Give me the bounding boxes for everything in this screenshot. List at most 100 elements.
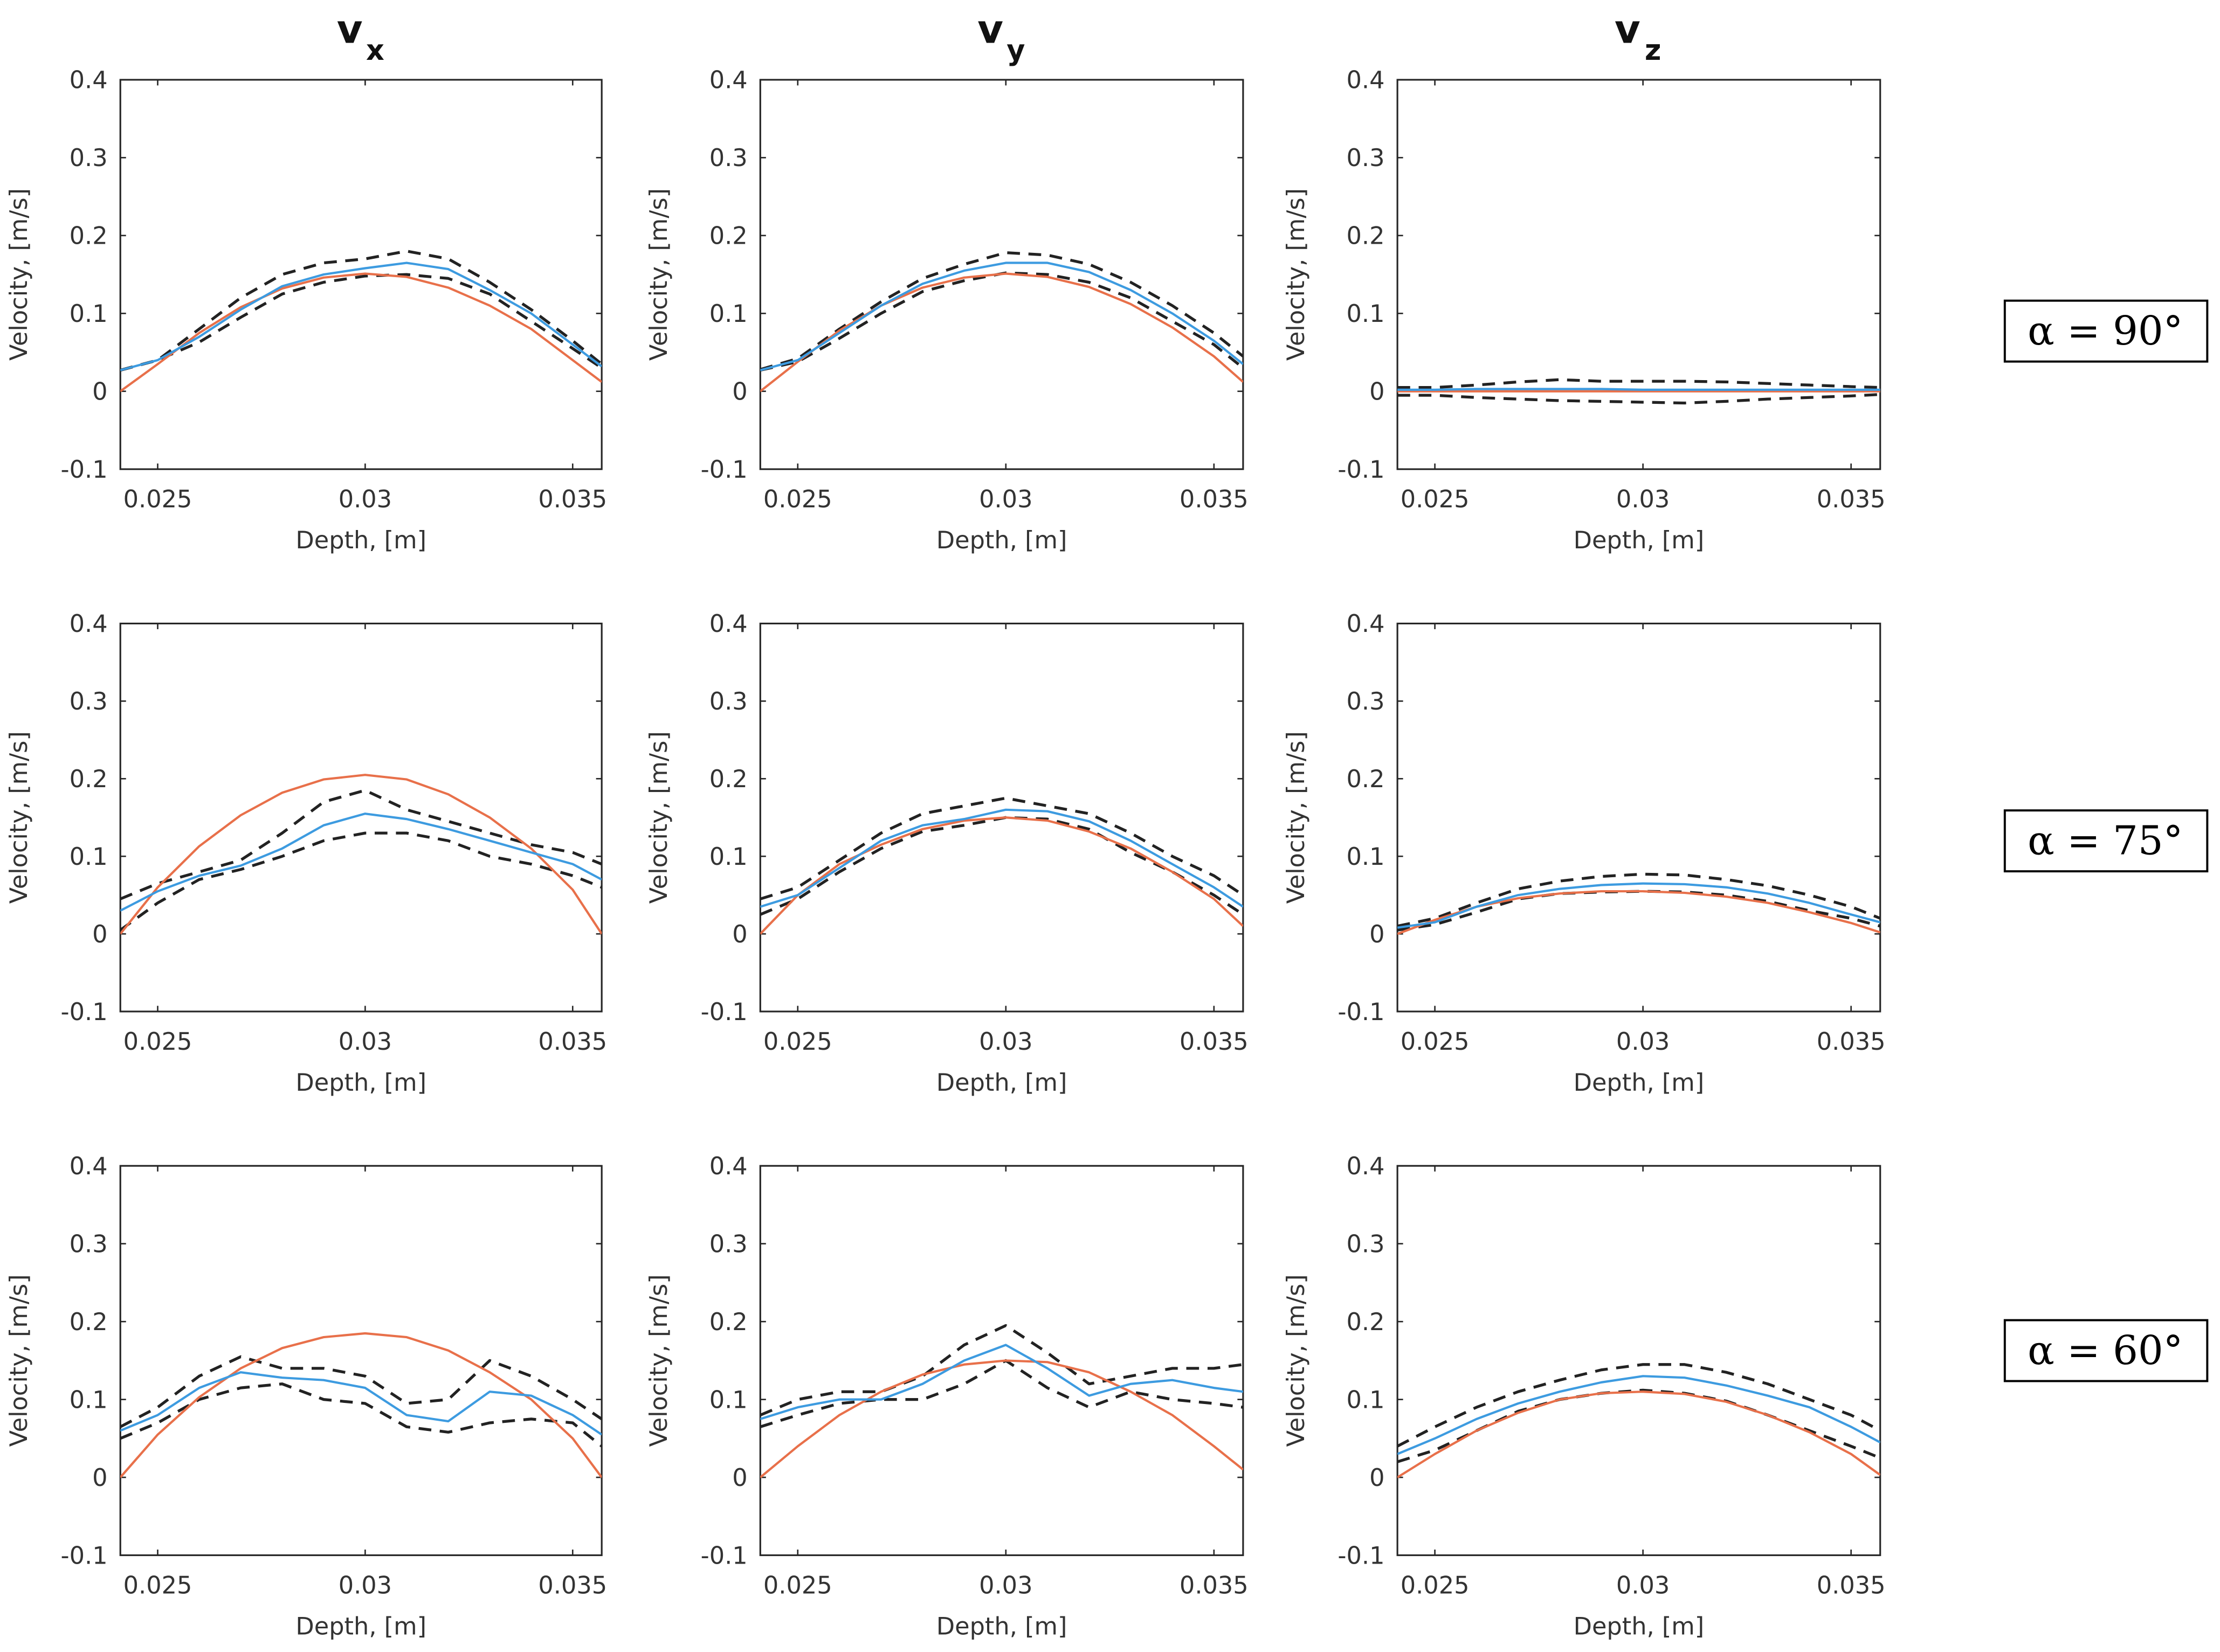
series-line-mean [1397,882,1880,929]
x-axis-label: Depth, [m] [1574,526,1705,554]
y-tick-label: 0.3 [709,144,748,172]
y-tick-label: 0 [92,1464,107,1492]
y-tick-label: 0 [1369,920,1384,948]
y-axis-label: Velocity, [m/s] [5,731,33,904]
y-tick-label: 0.2 [1347,1308,1385,1336]
subplot-r2-c1: -0.1 0 0.1 0.2 0.3 0.4 0.025 0.03 0.035 Depth, [m… [5,610,607,1097]
y-tick-label: 0.2 [709,222,748,250]
x-tick-label: 0.03 [339,1571,392,1599]
x-tick-label: 0.035 [1180,1028,1249,1056]
axes-box [119,622,603,1013]
y-tick-label: 0.1 [709,843,748,871]
row-label-box: α = 60° [2003,1319,2209,1382]
series-line-mean [760,1344,1243,1420]
row-label-frame [2003,809,2209,873]
x-tick-label: 0.035 [1180,1571,1249,1599]
series-line-mean [760,261,1243,371]
series-line-theory [760,272,1243,393]
row-label-text: α = 90° [2028,308,2183,354]
subplot-r1-c3: -0.1 0 0.1 0.2 0.3 0.4 0.025 0.03 0.035 Depth, [m… [1282,66,1886,555]
axes-box [119,1165,603,1557]
series-line-theory [120,272,602,393]
subplot-r1-c1: -0.1 0 0.1 0.2 0.3 0.4 0.025 0.03 0.035 Depth, [m… [5,66,607,555]
x-tick-label: 0.025 [123,1571,192,1599]
series-line-theory [760,1359,1243,1478]
series-line-mean [120,261,602,371]
column-title-base: v [1615,7,1640,53]
series-line-mean [120,1371,602,1436]
y-tick-label: -0.1 [1337,1541,1384,1570]
subplot-r2-c3: -0.1 0 0.1 0.2 0.3 0.4 0.025 0.03 0.035 Depth, [m… [1282,610,1886,1097]
series-line-upper [760,1324,1243,1416]
y-tick-label: 0 [1369,377,1384,405]
axes-box [1396,1165,1881,1557]
x-tick-label: 0.035 [538,485,607,513]
x-axis-label: Depth, [m] [295,526,426,554]
y-tick-label: -0.1 [701,998,748,1026]
series-line-theory [120,1332,602,1478]
series-line-upper [120,1355,602,1428]
row-label-box: α = 75° [2003,809,2209,873]
axes-box [1396,79,1881,470]
x-tick-label: 0.03 [979,485,1032,513]
y-tick-label: 0.4 [70,610,108,638]
y-axis-label: Velocity, [m/s] [645,188,673,361]
series-line-theory [760,816,1243,935]
x-axis-label: Depth, [m] [936,526,1067,554]
series-line-mean [120,813,602,912]
column-title-base: v [977,7,1003,53]
y-tick-label: -0.1 [701,456,748,484]
y-axis-label: Velocity, [m/s] [1282,731,1310,904]
y-axis-label: Velocity, [m/s] [1282,1274,1310,1447]
x-tick-label: 0.025 [123,1028,192,1056]
y-tick-label: 0.4 [1347,1152,1385,1180]
y-tick-label: -0.1 [61,998,108,1026]
x-tick-label: 0.03 [339,485,392,513]
subplot-r1-c2: -0.1 0 0.1 0.2 0.3 0.4 0.025 0.03 0.035 Depth, [m… [645,66,1249,555]
y-tick-label: 0 [732,920,747,948]
x-tick-label: 0.025 [1401,485,1470,513]
x-axis-label: Depth, [m] [936,1069,1067,1097]
y-tick-label: 0 [92,920,107,948]
series-line-upper [120,250,602,372]
y-tick-label: 0.1 [70,843,108,871]
x-tick-label: 0.025 [123,485,192,513]
y-tick-label: 0.4 [709,610,748,638]
row-label-text: α = 60° [2028,1328,2183,1374]
x-tick-label: 0.03 [1616,485,1670,513]
y-tick-label: 0.1 [70,1386,108,1414]
y-tick-label: 0.4 [1347,610,1385,638]
series-line-theory [120,774,602,935]
series-line-lower [120,831,602,932]
y-tick-label: 0.2 [1347,765,1385,793]
y-tick-label: -0.1 [1337,456,1384,484]
subplot-r3-c2: -0.1 0 0.1 0.2 0.3 0.4 0.025 0.03 0.035 Depth, [m… [645,1152,1249,1641]
series-line-upper [1397,378,1880,389]
column-title-subscript: z [1645,34,1661,67]
y-axis-label: Velocity, [m/s] [1282,188,1310,361]
series-line-mean [760,808,1243,908]
column-title-subscript: x [366,34,384,67]
x-tick-label: 0.03 [1616,1028,1670,1056]
y-axis-label: Velocity, [m/s] [645,731,673,904]
row-label-frame [2003,299,2209,363]
x-axis-label: Depth, [m] [936,1613,1067,1641]
y-tick-label: 0.2 [1347,222,1385,250]
y-tick-label: 0.2 [709,765,748,793]
y-tick-label: 0.4 [1347,66,1385,94]
y-tick-label: 0.1 [709,300,748,328]
y-axis-label: Velocity, [m/s] [5,1274,33,1447]
y-tick-label: 0 [1369,1464,1384,1492]
y-tick-label: 0 [92,377,107,405]
y-tick-label: 0.4 [709,66,748,94]
y-tick-label: 0.2 [709,1308,748,1336]
series-line-lower [1397,393,1880,405]
x-tick-label: 0.03 [1616,1571,1670,1599]
x-axis-label: Depth, [m] [295,1069,426,1097]
y-tick-label: 0.3 [1347,1230,1385,1258]
x-tick-label: 0.035 [538,1571,607,1599]
x-tick-label: 0.035 [538,1028,607,1056]
x-tick-label: 0.03 [979,1028,1032,1056]
